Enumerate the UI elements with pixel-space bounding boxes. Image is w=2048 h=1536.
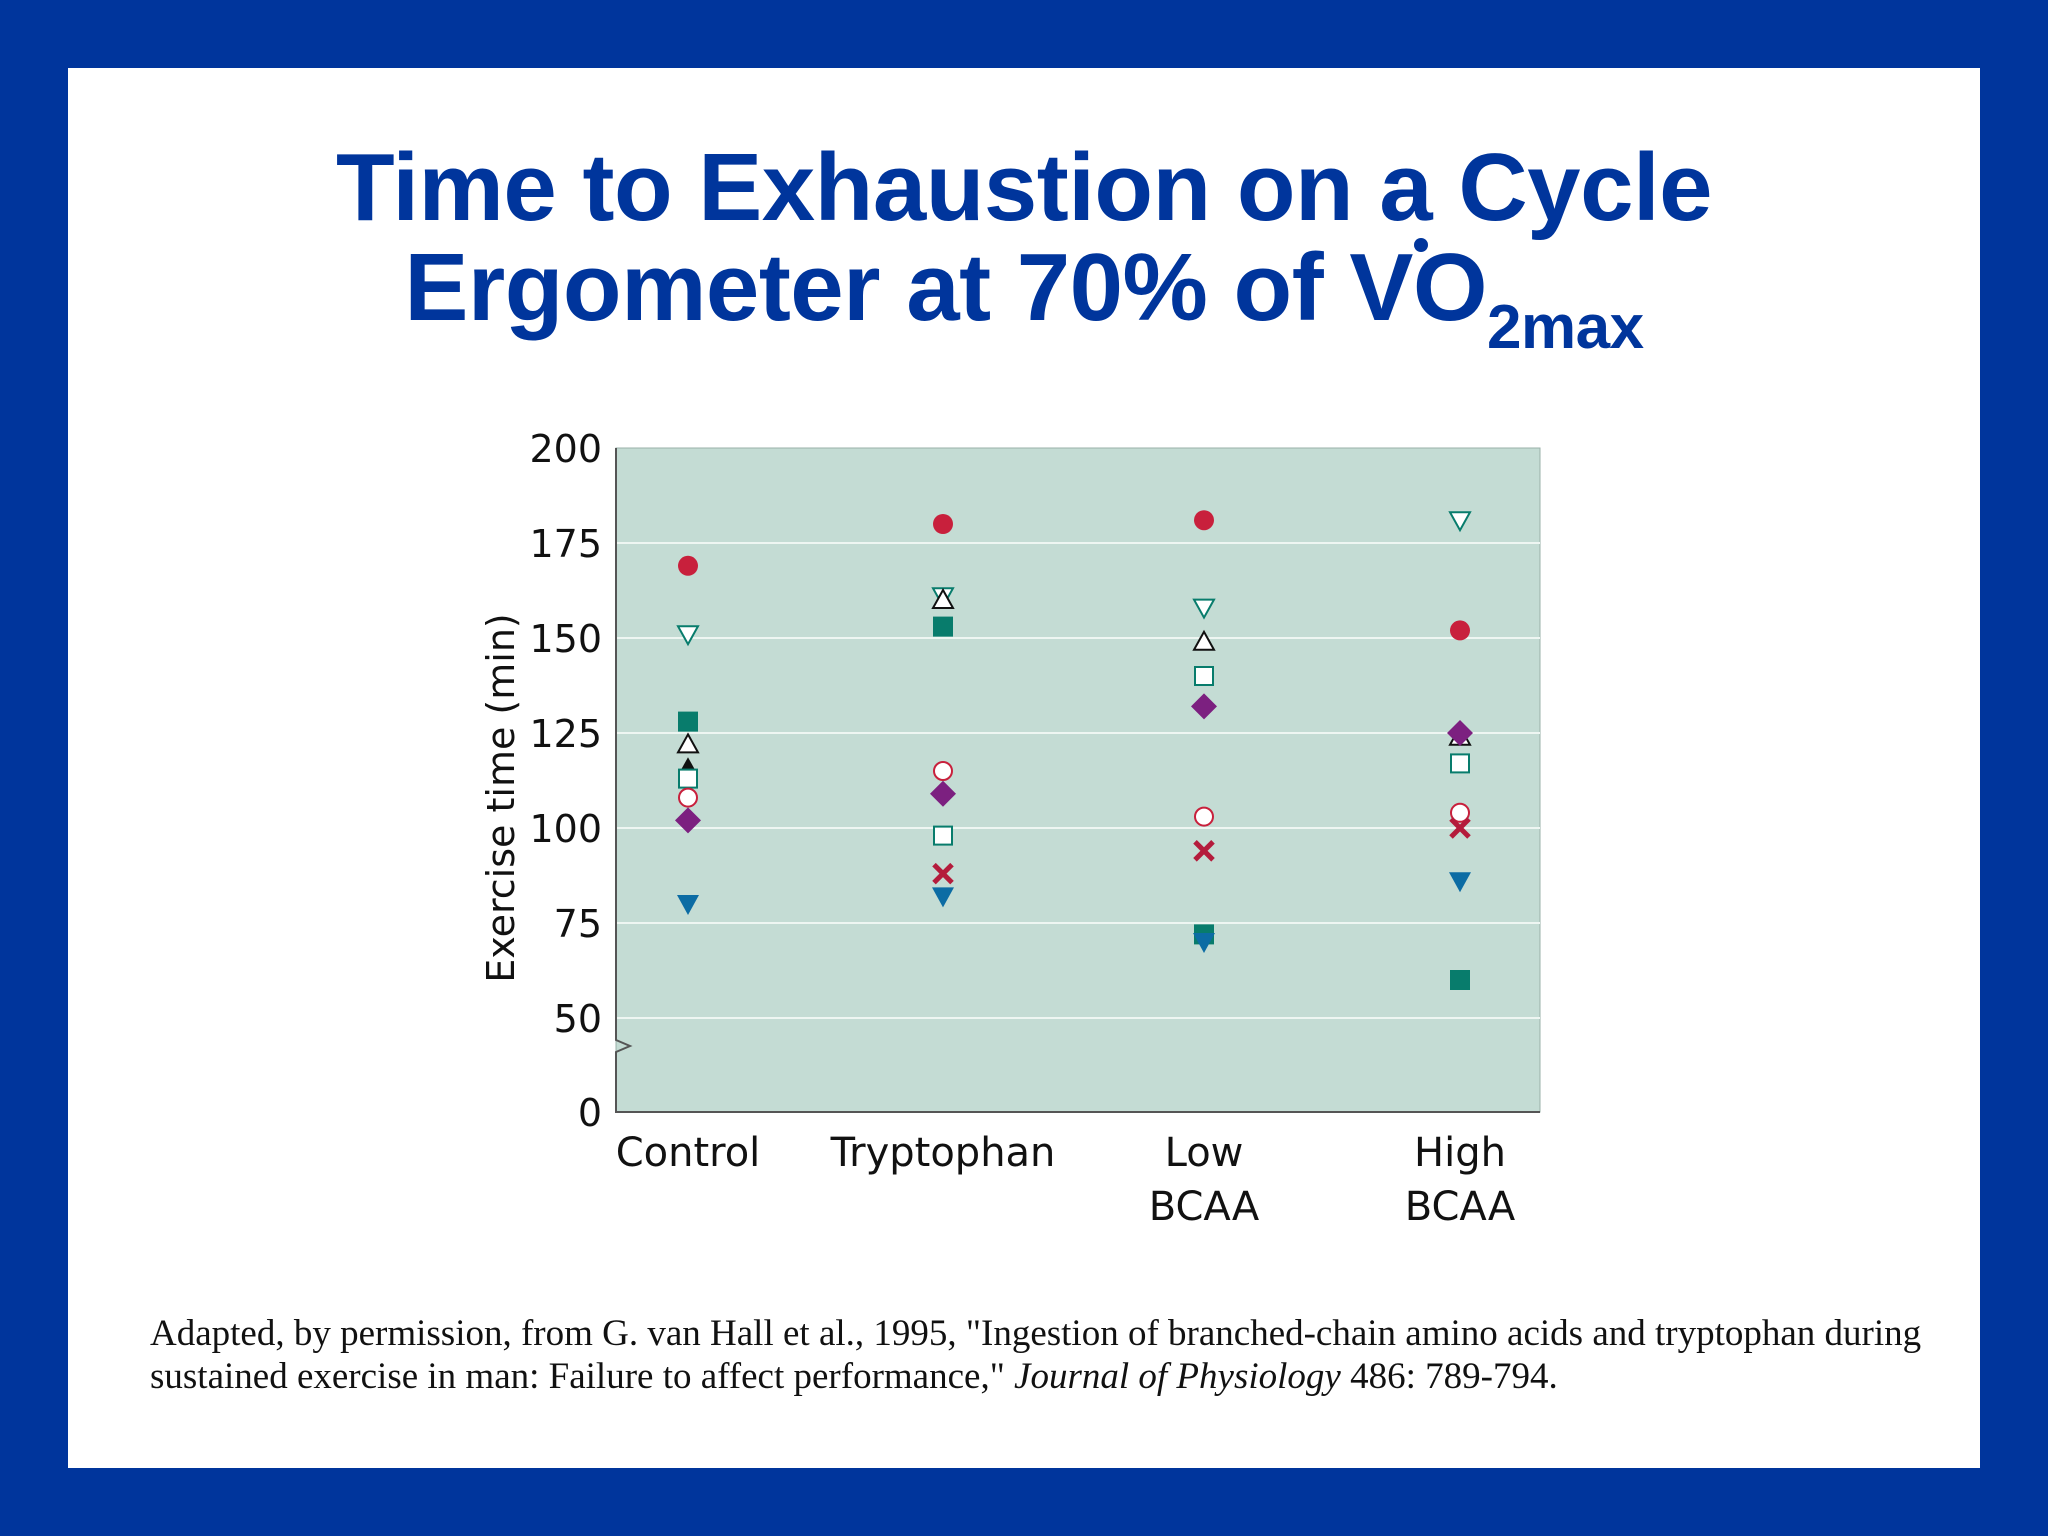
point-filled-circle-0 <box>678 555 698 576</box>
v-dot-mark <box>1414 238 1429 252</box>
x-category-label-2-1: BCAA <box>1149 1184 1260 1230</box>
y-tick-label-75: 75 <box>554 902 602 946</box>
x-category-label-3-0: High <box>1414 1130 1506 1176</box>
title-line-1: Time to Exhaustion on a Cycle <box>335 134 1713 241</box>
exercise-time-chart: 0 50 75 100 125 150 175 200 Exercise time (min) C… <box>479 427 1541 1230</box>
y-tick-label-150: 150 <box>529 617 602 661</box>
point-filled-triangle-down-2 <box>1193 933 1215 953</box>
y-axis-label: Exercise time (min) <box>479 613 523 982</box>
title-line-2-prefix: Ergometer at 70% of <box>404 234 1350 341</box>
x-category-label-1-0: Tryptophan <box>830 1130 1056 1176</box>
y-tick-label-175: 175 <box>529 522 602 566</box>
citation-text: Adapted, by permission, from G. van Hall… <box>150 1313 1922 1397</box>
point-open-triangle-down-3 <box>1448 511 1472 533</box>
point-filled-diamond-3 <box>1447 720 1473 746</box>
point-filled-triangle-down-3 <box>1449 872 1471 893</box>
x-category-label-3-1: BCAA <box>1405 1184 1516 1230</box>
point-filled-circle-3 <box>1450 620 1470 641</box>
point-filled-diamond-2 <box>1191 693 1217 720</box>
point-open-circle-3 <box>1450 802 1470 823</box>
point-open-square-0 <box>678 768 698 789</box>
x-category-label-2-0: Low <box>1165 1130 1244 1176</box>
point-filled-triangle-down-0 <box>677 895 699 915</box>
point-open-triangle-up-2 <box>1192 629 1216 651</box>
y-tick-label-50: 50 <box>554 997 602 1041</box>
point-open-square-2 <box>1194 666 1214 686</box>
point-filled-circle-1 <box>933 514 953 534</box>
title-line-2: Ergometer at 70% of VO2max <box>68 234 1980 363</box>
citation: Adapted, by permission, from G. van Hall… <box>150 1312 1970 1398</box>
point-filled-triangle-down-1 <box>932 887 954 908</box>
vo2-subscript: 2max <box>1487 293 1644 362</box>
x-category-label-0-0: Control <box>616 1130 761 1176</box>
vo2-symbol: VO <box>1349 236 1487 340</box>
y-tick-label-200: 200 <box>529 427 602 471</box>
point-open-circle-2 <box>1194 806 1214 827</box>
point-x-3 <box>1449 817 1471 839</box>
citation-pages: 486: 789-794. <box>1340 1356 1558 1397</box>
point-x-1 <box>932 862 954 885</box>
point-open-circle-1 <box>933 761 953 781</box>
vo2-symbol-text: VO <box>1349 234 1488 341</box>
point-open-triangle-up-0 <box>676 732 700 754</box>
axis-lines <box>615 448 1540 1113</box>
point-open-triangle-down-0 <box>676 625 700 647</box>
point-open-triangle-up-1 <box>931 587 955 609</box>
point-filled-square-3 <box>1450 970 1470 990</box>
point-filled-circle-2 <box>1194 510 1214 531</box>
plot-background <box>615 447 1541 1113</box>
point-filled-diamond-1 <box>930 780 956 807</box>
point-filled-diamond-0 <box>675 807 701 834</box>
citation-journal: Journal of Physiology <box>1014 1356 1341 1397</box>
y-tick-label-100: 100 <box>529 807 602 851</box>
y-tick-label-125: 125 <box>529 712 602 756</box>
point-open-square-1 <box>933 825 953 846</box>
point-open-square-3 <box>1450 753 1470 774</box>
point-x-2 <box>1193 840 1215 862</box>
slide: Time to Exhaustion on a Cycle Ergometer … <box>68 68 1980 1468</box>
point-open-circle-0 <box>678 787 698 808</box>
point-filled-square-1 <box>933 616 953 637</box>
y-tick-label-0: 0 <box>578 1091 602 1135</box>
point-open-triangle-down-2 <box>1192 598 1216 620</box>
point-filled-square-0 <box>678 711 698 732</box>
